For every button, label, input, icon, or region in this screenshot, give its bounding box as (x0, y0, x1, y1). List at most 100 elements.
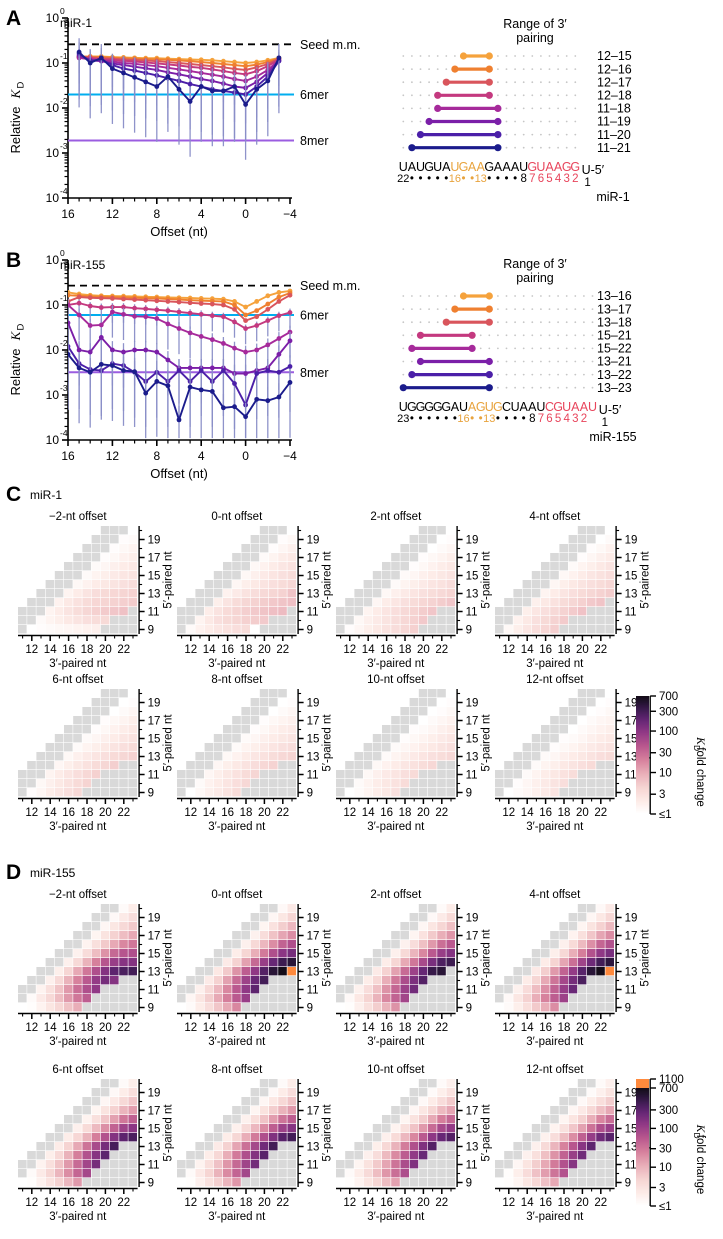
heatmap-cell (531, 734, 541, 743)
heatmap-cell (64, 752, 73, 761)
colorbar-tick-label: 30 (659, 1144, 672, 1156)
heatmap-cell (437, 913, 446, 922)
heatmap-cell (110, 1160, 119, 1169)
heatmap-cell (531, 616, 541, 625)
heatmap-cell (287, 1169, 296, 1178)
panelA-xtick: −4 (283, 207, 297, 221)
heatmap-cell (559, 788, 568, 797)
panelB-series-point (132, 313, 138, 319)
heatmap-cell (559, 949, 568, 958)
legB-seq-nt: A (451, 400, 460, 414)
heatmap-cell (400, 761, 409, 770)
legA-sequence: U A U G U A U G A A G A A A U G U A A GG U-5′ (399, 160, 605, 177)
heatmap-cell (259, 580, 269, 589)
heatmap-cell (128, 1003, 137, 1012)
heatmap-cell (100, 913, 110, 922)
heatmap-cell (418, 752, 428, 761)
heatmap-cell (587, 913, 596, 922)
legB-range-label: 13–21 (597, 355, 632, 369)
panel-c-subtitle: miR-1 (30, 488, 62, 502)
heatmap-cell (372, 598, 382, 607)
heatmap-cell (437, 1178, 446, 1187)
panelB-series-point (187, 310, 193, 316)
heatmap-cell (437, 1003, 446, 1012)
heatmap-ytick: 11 (307, 770, 319, 782)
panelB-series-point (198, 301, 204, 306)
legB-seq-nt: C (502, 400, 511, 414)
heatmap-cell (204, 607, 214, 616)
heatmap-cell (204, 1151, 214, 1160)
heatmap-xtick: 18 (81, 1197, 94, 1209)
heatmap-cell (531, 1142, 541, 1151)
heatmap-cell (213, 788, 223, 797)
heatmap-cell (232, 1003, 241, 1012)
heatmap-cell (541, 571, 550, 580)
panelB-ytick-exp: -4 (60, 428, 68, 438)
panelB-series-point (143, 297, 149, 303)
heatmap-cell (409, 698, 419, 707)
heatmap-cell (605, 779, 614, 788)
heatmap-cell (269, 526, 278, 535)
heatmap-cell (82, 598, 91, 607)
heatmap-cell (278, 967, 287, 976)
legB-seq-nt: A (520, 400, 529, 414)
heatmap-cell (278, 698, 287, 707)
heatmap-cell (119, 1097, 128, 1106)
heatmap-cell (363, 589, 373, 598)
heatmap-cell (250, 1124, 260, 1133)
heatmap-xtick: 22 (117, 1022, 130, 1034)
legA-seq-nt: A (545, 160, 554, 174)
heatmap-cell (64, 1142, 73, 1151)
heatmap-cell (232, 598, 241, 607)
heatmap-ytick: 9 (148, 1003, 154, 1015)
heatmap-cell (82, 761, 91, 770)
heatmap-cell (391, 770, 400, 779)
heatmap-cell (91, 535, 101, 544)
heatmap-cell (259, 931, 269, 940)
heatmap-cell (596, 571, 605, 580)
heatmap-cell (437, 1124, 446, 1133)
heatmap-cell (559, 931, 568, 940)
heatmap-cell (73, 625, 82, 634)
heatmap-cell (27, 994, 36, 1003)
heatmap-cell (110, 904, 119, 913)
heatmap-cell (278, 1115, 287, 1124)
heatmap-cell (259, 967, 269, 976)
heatmap-xtick: 20 (576, 644, 589, 656)
heatmap-cell (213, 743, 223, 752)
heatmap-cell (446, 904, 455, 913)
heatmap-cell (568, 1115, 578, 1124)
heatmap-cell (550, 985, 559, 994)
heatmap-cell (363, 1160, 373, 1169)
heatmap-cell (82, 562, 91, 571)
heatmap-cell (119, 976, 128, 985)
heatmap-cell (232, 770, 241, 779)
heatmap-cell (559, 994, 568, 1003)
legB-range-label: 13–23 (597, 381, 632, 395)
heatmap-cell (73, 1142, 82, 1151)
heatmap-cell (587, 1133, 596, 1142)
panelB-series-point (287, 380, 293, 385)
heatmap-cell (269, 949, 278, 958)
legB-seq-nt: G (416, 400, 426, 414)
panelB-series-point (265, 398, 271, 404)
panelB-series-point (165, 321, 171, 327)
heatmap-cell (513, 598, 522, 607)
heatmap-cell (596, 1160, 605, 1169)
heatmap-cell (223, 1003, 232, 1012)
heatmap-cell (73, 1124, 82, 1133)
heatmap-cell (531, 967, 541, 976)
heatmap-cell (418, 1079, 428, 1088)
heatmap-cell (27, 761, 36, 770)
heatmap-cell (223, 625, 232, 634)
heatmap-cell (36, 761, 45, 770)
heatmap-cell (446, 788, 455, 797)
panelB-series-point (221, 368, 226, 373)
heatmap-cell (287, 940, 296, 949)
heatmap-ytick: 9 (307, 625, 313, 637)
heatmap-cell (82, 716, 91, 725)
heatmap-cell (259, 698, 269, 707)
heatmap-x-axis-label: 3′-paired nt (526, 821, 584, 833)
heatmap-ytick: 15 (148, 734, 161, 746)
heatmap-cell (541, 1133, 550, 1142)
